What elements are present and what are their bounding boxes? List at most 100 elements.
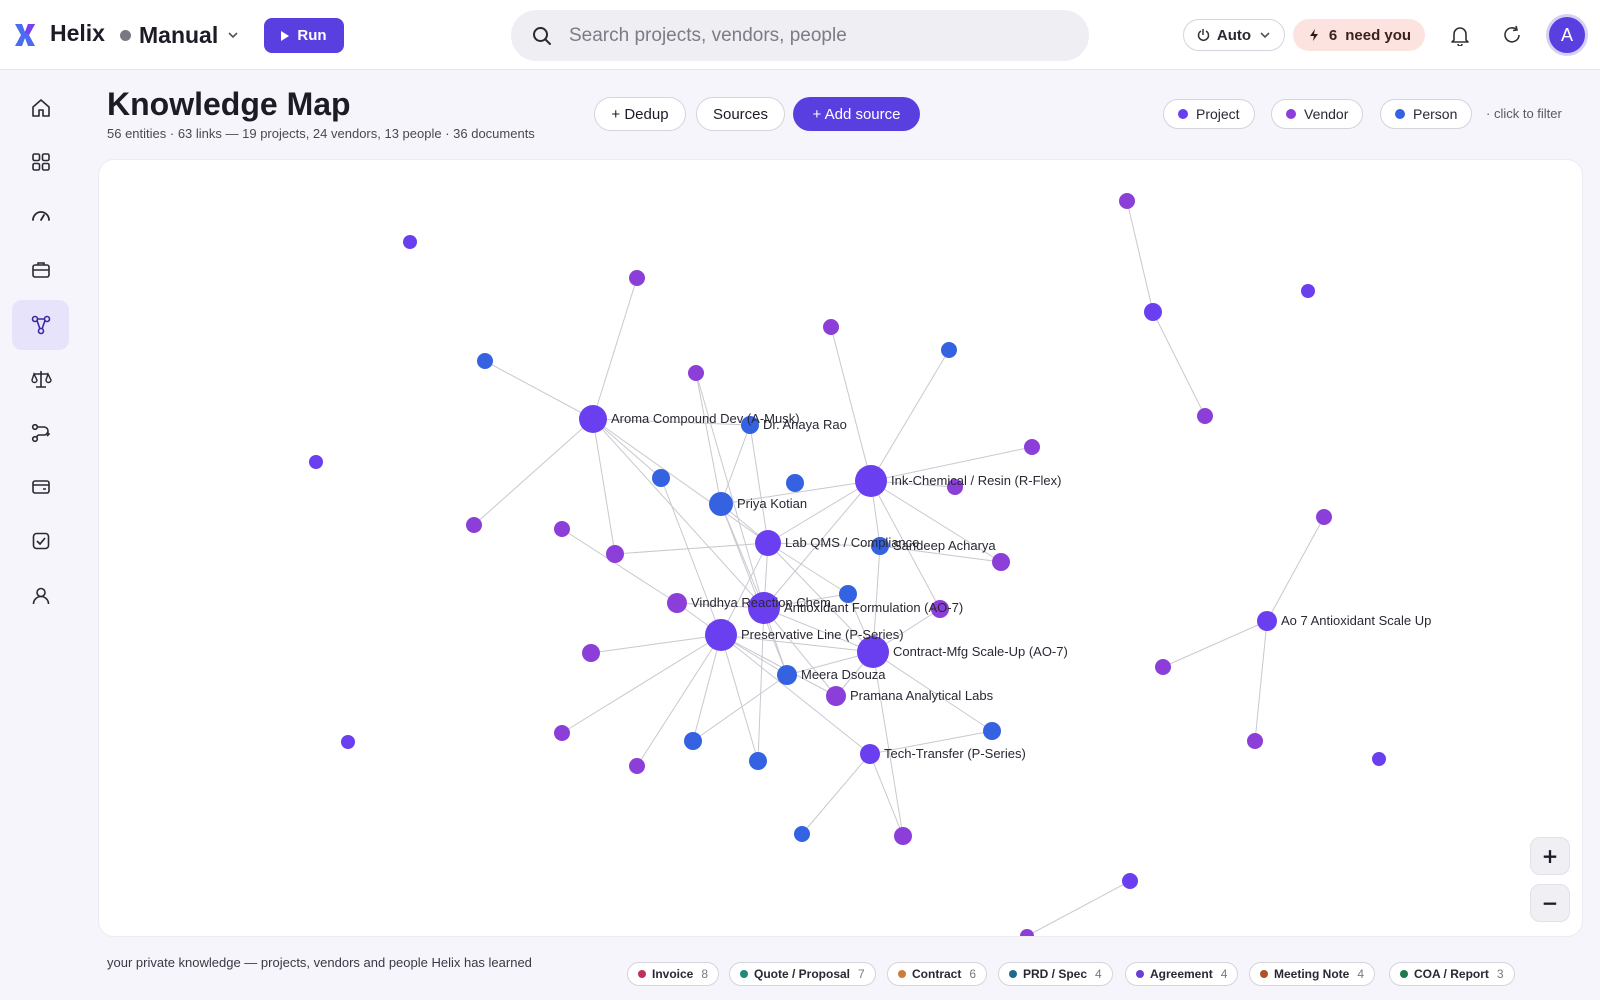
checkbox-icon — [32, 532, 49, 550]
filter-project[interactable]: Project — [1163, 99, 1255, 129]
scale-icon — [30, 371, 52, 388]
vendor-node[interactable] — [466, 517, 482, 533]
person-node[interactable] — [477, 353, 493, 369]
mode-selector[interactable]: Manual — [120, 20, 240, 50]
vendor-node[interactable] — [931, 600, 949, 618]
doc-tag-prd[interactable]: PRD / Spec 4 — [998, 962, 1113, 986]
needs-attention-badge[interactable]: 6 need you — [1293, 19, 1425, 51]
vendor-node[interactable] — [582, 644, 600, 662]
knowledge-graph-canvas[interactable]: Aroma Compound Dev (A-Musk) Dr. Anaya Rao… — [98, 159, 1583, 937]
vendor-node[interactable] — [894, 827, 912, 845]
project-node[interactable] — [341, 735, 355, 749]
vendor-node[interactable] — [1119, 193, 1135, 209]
vendor-node[interactable] — [826, 686, 846, 706]
add-source-button[interactable]: + Add source — [793, 97, 920, 131]
search-bar[interactable] — [511, 10, 1089, 61]
vendor-node[interactable] — [606, 545, 624, 563]
person-node[interactable] — [794, 826, 810, 842]
project-node[interactable] — [403, 235, 417, 249]
vendor-node[interactable] — [688, 365, 704, 381]
sidebar-item-metrics[interactable] — [12, 191, 69, 241]
coa-color-dot — [1400, 970, 1408, 978]
project-node[interactable] — [705, 619, 737, 651]
vendor-node[interactable] — [1197, 408, 1213, 424]
project-node[interactable] — [309, 455, 323, 469]
run-button[interactable]: Run — [264, 18, 344, 53]
project-node[interactable] — [1144, 303, 1162, 321]
person-node[interactable] — [709, 492, 733, 516]
project-node[interactable] — [579, 405, 607, 433]
refresh-button[interactable] — [1497, 20, 1527, 50]
person-node[interactable] — [839, 585, 857, 603]
vendor-node[interactable] — [947, 479, 963, 495]
project-node[interactable] — [1122, 873, 1138, 889]
project-node[interactable] — [855, 465, 887, 497]
vendor-node[interactable] — [1024, 439, 1040, 455]
project-node[interactable] — [860, 744, 880, 764]
project-node-label: Lab QMS / Compliance — [785, 535, 919, 550]
vendor-node[interactable] — [1247, 733, 1263, 749]
notifications-button[interactable] — [1445, 20, 1475, 50]
vendor-node[interactable] — [1316, 509, 1332, 525]
vendor-node[interactable] — [1155, 659, 1171, 675]
search-input[interactable] — [569, 24, 1049, 47]
doc-tag-coa-report[interactable]: COA / Report 3 — [1389, 962, 1515, 986]
vendor-node[interactable] — [1020, 929, 1034, 937]
person-node[interactable] — [741, 416, 759, 434]
sidebar-item-billing[interactable] — [12, 462, 69, 512]
project-node[interactable] — [1372, 752, 1386, 766]
zoom-out-button[interactable]: − — [1530, 884, 1570, 922]
graph-edge — [1026, 880, 1131, 936]
zoom-in-button[interactable]: + — [1530, 837, 1570, 875]
sidebar-item-people[interactable] — [12, 571, 69, 621]
knowledge-graph[interactable]: Aroma Compound Dev (A-Musk)Dr. Anaya Rao… — [99, 160, 1583, 937]
person-node[interactable] — [786, 474, 804, 492]
doc-tag-contract[interactable]: Contract 6 — [887, 962, 988, 986]
sidebar-item-dashboard[interactable] — [12, 137, 69, 187]
sidebar-item-compliance[interactable] — [12, 354, 69, 404]
page-title: Knowledge Map — [107, 86, 351, 122]
project-node[interactable] — [755, 530, 781, 556]
sidebar-item-tasks[interactable] — [12, 516, 69, 566]
sidebar-item-workflows[interactable] — [12, 408, 69, 458]
filter-vendor[interactable]: Vendor — [1271, 99, 1364, 129]
user-avatar[interactable]: A — [1546, 14, 1588, 56]
person-node[interactable] — [871, 537, 889, 555]
doc-tag-invoice[interactable]: Invoice 8 — [627, 962, 720, 986]
vendor-node[interactable] — [667, 593, 687, 613]
filter-person[interactable]: Person — [1380, 99, 1473, 129]
graph-edge — [870, 446, 1033, 482]
person-node[interactable] — [749, 752, 767, 770]
person-node[interactable] — [652, 469, 670, 487]
doc-tag-agreement[interactable]: Agreement 4 — [1125, 962, 1239, 986]
sources-button[interactable]: Sources — [696, 97, 785, 131]
person-node[interactable] — [983, 722, 1001, 740]
sidebar-item-projects[interactable] — [12, 245, 69, 295]
person-node[interactable] — [777, 665, 797, 685]
project-node[interactable] — [1257, 611, 1277, 631]
person-node[interactable] — [684, 732, 702, 750]
vendor-node[interactable] — [554, 725, 570, 741]
wallet-icon — [31, 480, 50, 494]
needs-attention-label: need you — [1345, 26, 1412, 44]
person-node[interactable] — [941, 342, 957, 358]
doc-tag-quote[interactable]: Quote / Proposal 7 — [729, 962, 876, 986]
vendor-node[interactable] — [629, 758, 645, 774]
doc-tag-label: COA / Report — [1414, 967, 1489, 981]
vendor-node[interactable] — [554, 521, 570, 537]
vendor-node[interactable] — [629, 270, 645, 286]
vendor-node[interactable] — [992, 553, 1010, 571]
sidebar-item-knowledge-map[interactable] — [12, 300, 69, 350]
graph-edge — [592, 418, 769, 544]
project-node-label: Contract-Mfg Scale-Up (AO-7) — [893, 644, 1068, 659]
doc-tag-meeting-note[interactable]: Meeting Note 4 — [1249, 962, 1376, 986]
project-node[interactable] — [1301, 284, 1315, 298]
auto-mode-dropdown[interactable]: Auto — [1183, 19, 1285, 51]
graph-edge — [720, 634, 871, 755]
helix-logo[interactable] — [12, 22, 38, 48]
sidebar-item-home[interactable] — [12, 83, 69, 133]
project-node[interactable] — [748, 592, 780, 624]
project-node[interactable] — [857, 636, 889, 668]
dedup-button[interactable]: + Dedup — [594, 97, 686, 131]
vendor-node[interactable] — [823, 319, 839, 335]
